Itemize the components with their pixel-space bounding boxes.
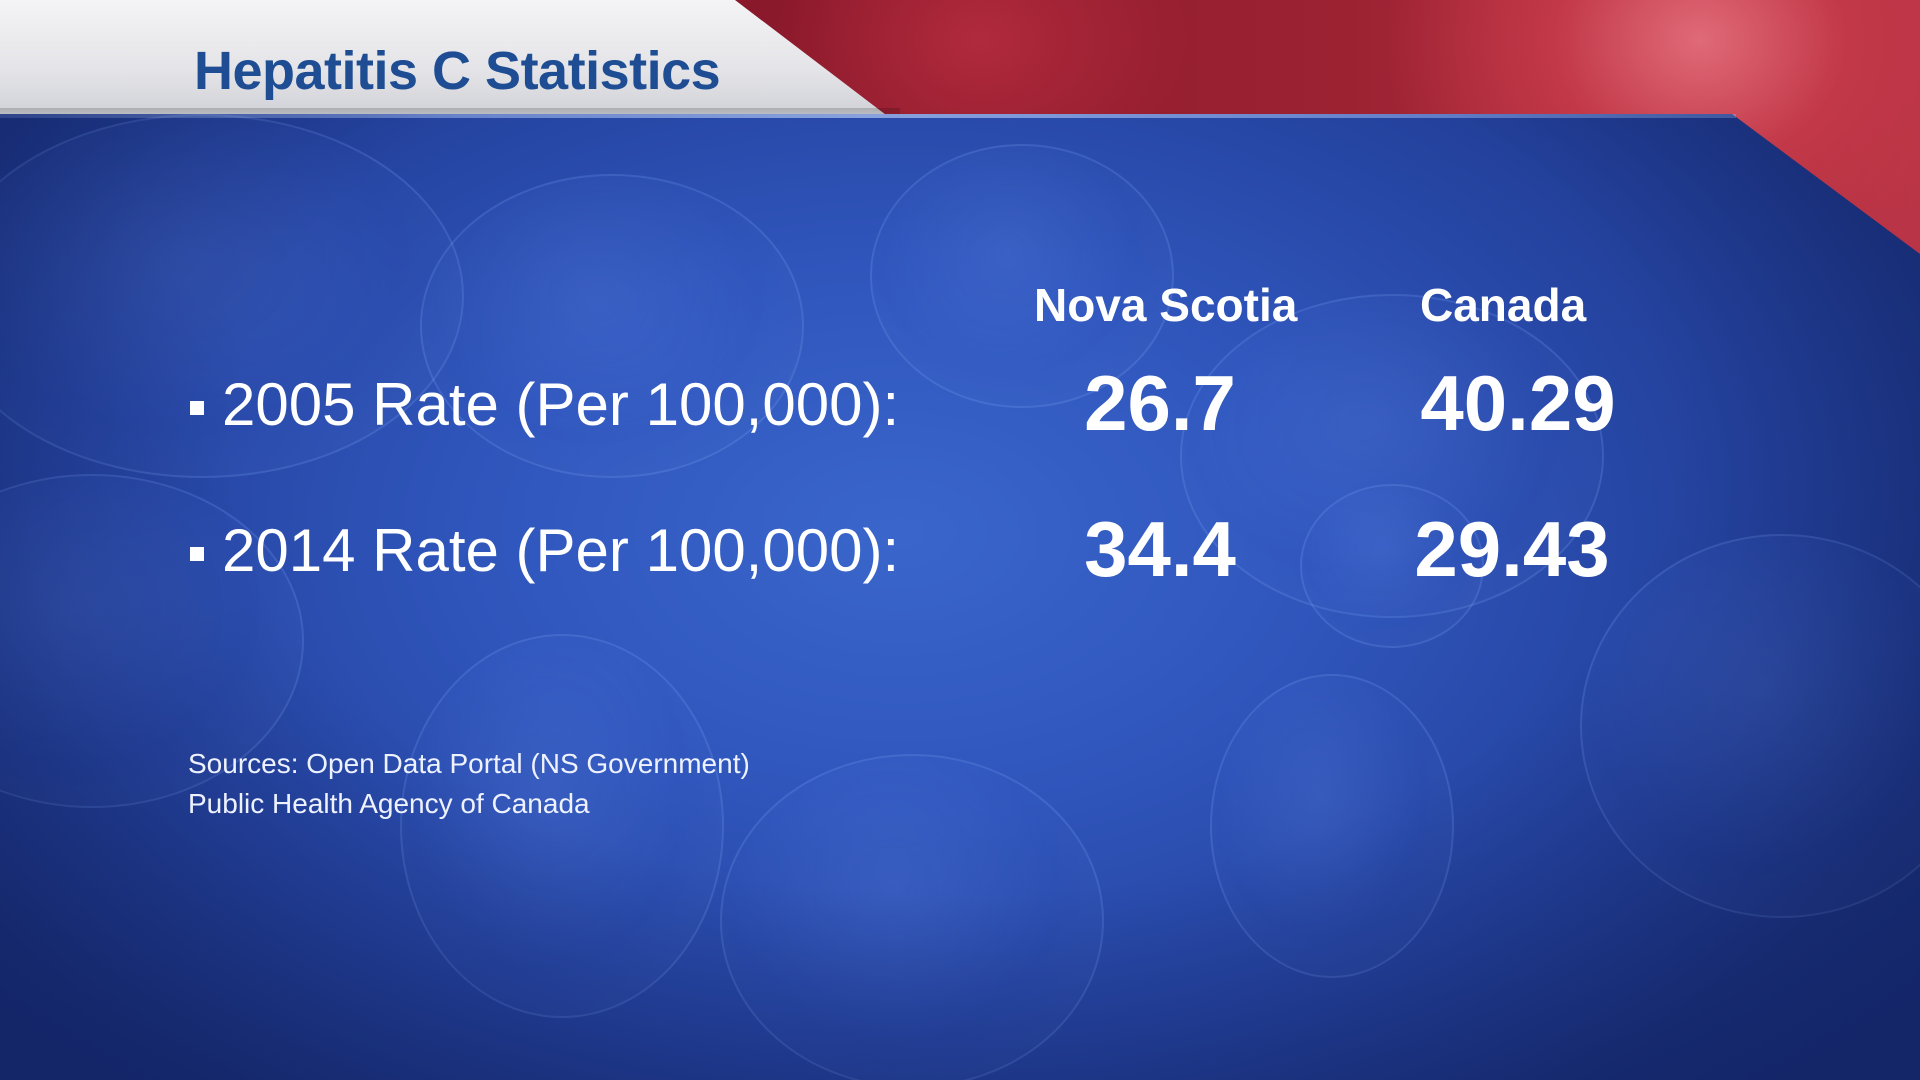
blood-cell-decoration <box>870 144 1174 408</box>
row-label-text: 2005 Rate (Per 100,000): <box>222 371 900 438</box>
sources-line: Public Health Agency of Canada <box>188 788 590 819</box>
value-2014-nova-scotia: 34.4 <box>1084 505 1236 593</box>
blood-cell-decoration <box>720 754 1104 1080</box>
panel-top-highlight <box>0 114 1736 118</box>
statistics-panel <box>0 114 1920 1080</box>
blood-cell-decoration <box>1300 484 1484 648</box>
value-2014-canada: 29.43 <box>1414 505 1610 593</box>
value-2005-canada: 40.29 <box>1420 359 1616 447</box>
bullet-icon <box>190 400 204 415</box>
blood-cell-decoration <box>1180 294 1604 618</box>
row-label-2014: 2014 Rate (Per 100,000): <box>190 516 899 585</box>
title-plate <box>0 0 890 118</box>
row-label-text: 2014 Rate (Per 100,000): <box>222 517 900 584</box>
value-2005-nova-scotia: 26.7 <box>1084 359 1236 447</box>
column-header-canada: Canada <box>1420 279 1587 331</box>
page-title: Hepatitis C Statistics <box>194 41 721 101</box>
blood-cell-decoration <box>400 634 724 1018</box>
sources-line: Sources: Open Data Portal (NS Government… <box>188 748 750 779</box>
blood-cell-decoration <box>420 174 804 478</box>
blood-cell-decoration <box>1210 674 1454 978</box>
row-label-2005: 2005 Rate (Per 100,000): <box>190 370 899 439</box>
column-header-nova-scotia: Nova Scotia <box>1034 279 1298 331</box>
bullet-icon <box>190 546 204 561</box>
